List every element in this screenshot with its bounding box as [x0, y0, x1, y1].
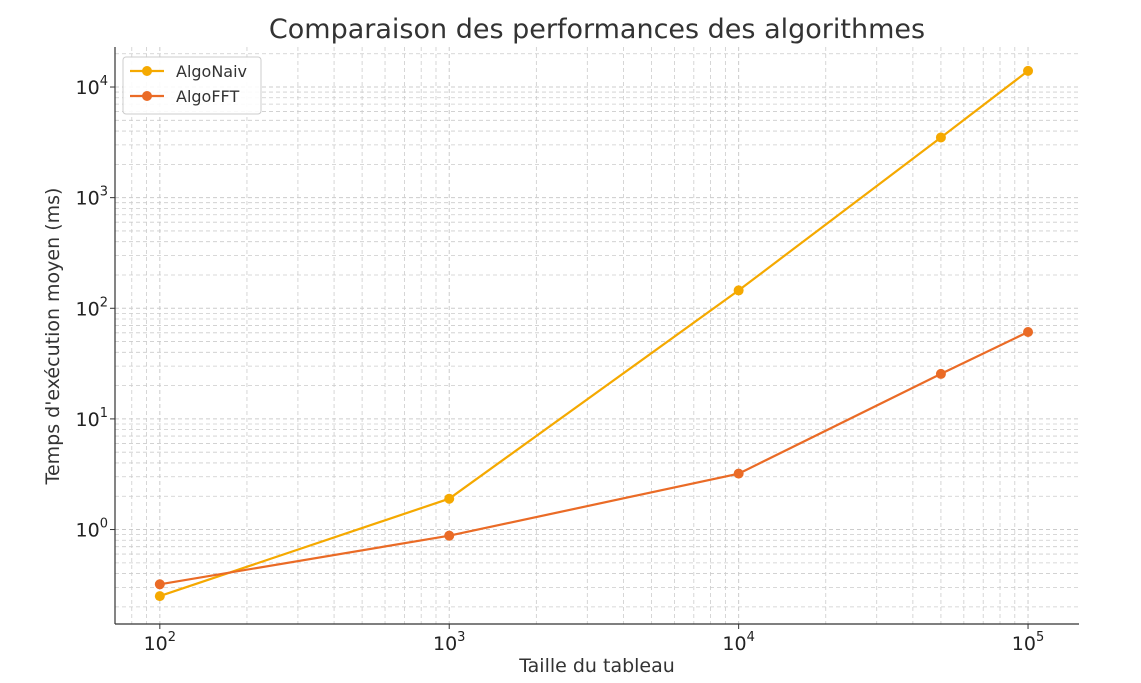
- chart-title: Comparaison des performances des algorit…: [269, 14, 925, 45]
- data-point-algonaiv: [733, 285, 744, 296]
- series-line-algonaiv: [159, 70, 1029, 598]
- x-axis-label: Taille du tableau: [518, 655, 675, 677]
- data-point-algofft: [444, 530, 455, 541]
- data-point-algofft: [1023, 327, 1034, 338]
- x-tick-label: 105: [1012, 630, 1044, 655]
- legend-marker: [142, 91, 152, 101]
- data-point-algonaiv: [935, 132, 946, 143]
- data-point-algonaiv: [444, 493, 455, 504]
- y-tick-label: 103: [76, 185, 108, 210]
- legend-label: AlgoNaiv: [176, 62, 247, 81]
- x-tick-label: 104: [722, 630, 754, 655]
- axes: [114, 47, 1079, 625]
- grid: [114, 47, 1079, 624]
- legend-label: AlgoFFT: [176, 87, 239, 106]
- x-tick-label: 102: [144, 630, 176, 655]
- legend-marker: [142, 66, 152, 76]
- y-tick-label: 102: [76, 295, 108, 320]
- y-axis-ticks: 100 101 102 103 104: [76, 74, 115, 542]
- y-tick-label: 100: [76, 517, 108, 542]
- y-axis-label: Temps d'exécution moyen (ms): [42, 188, 64, 486]
- data-point-algofft: [733, 468, 744, 479]
- data-point-algonaiv: [154, 591, 165, 602]
- x-tick-label: 103: [433, 630, 465, 655]
- data-point-algofft: [935, 368, 946, 379]
- data-point-algofft: [154, 579, 165, 590]
- y-tick-label: 104: [76, 74, 108, 99]
- legend: AlgoNaiv AlgoFFT: [122, 56, 262, 115]
- series-layer: [154, 65, 1034, 602]
- y-tick-label: 101: [76, 406, 108, 431]
- x-axis-ticks: 102 103 104 105: [144, 624, 1044, 655]
- data-point-algonaiv: [1023, 65, 1034, 76]
